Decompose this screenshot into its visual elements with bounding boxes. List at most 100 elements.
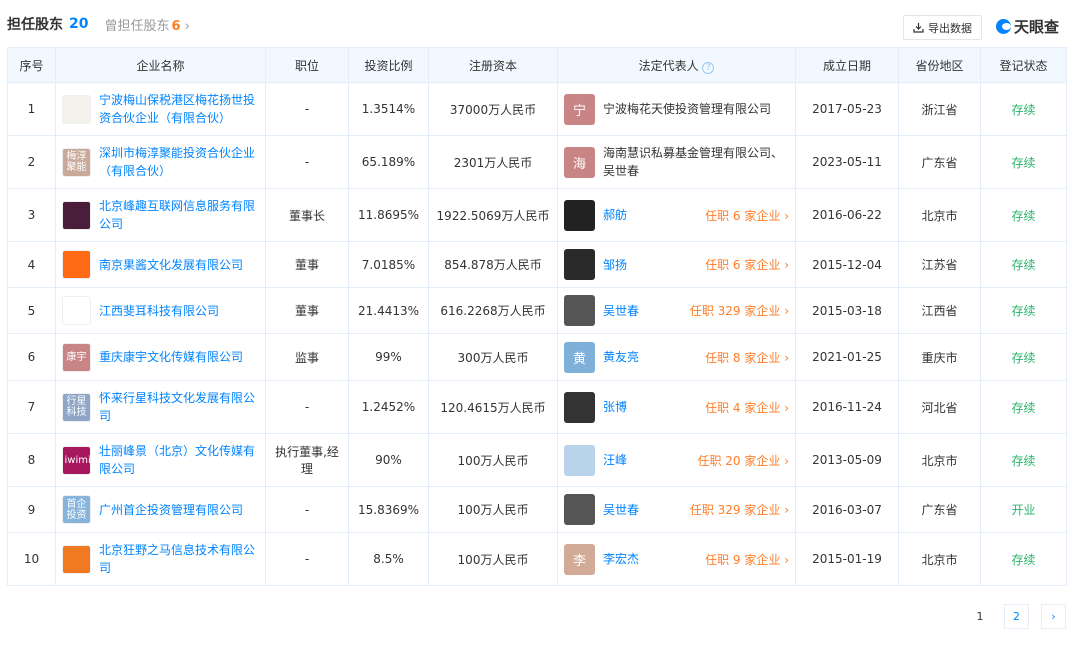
- region: 江苏省: [898, 241, 981, 288]
- legal-rep-name[interactable]: 汪峰: [603, 453, 628, 467]
- rep-avatar: [564, 494, 595, 525]
- table-row: 4 南京果酱文化发展有限公司 董事 7.0185% 854.878万人民币 邹扬…: [7, 241, 1067, 288]
- position: 董事长: [265, 188, 349, 242]
- status-badge: 存续: [980, 433, 1067, 487]
- column-label: 成立日期: [822, 58, 871, 73]
- registered-capital: 1922.5069万人民币: [428, 188, 558, 242]
- position: 董事: [265, 287, 349, 334]
- legal-rep-name[interactable]: 黄友亮: [603, 350, 640, 364]
- rep-jobs-link[interactable]: 任职 8 家企业 ›: [705, 349, 789, 366]
- rep-jobs-link[interactable]: 任职 20 家企业 ›: [697, 452, 789, 469]
- rep-avatar: [564, 295, 595, 326]
- region: 广东省: [898, 486, 981, 533]
- region: 北京市: [898, 433, 981, 487]
- chevron-right-icon: ›: [784, 350, 789, 365]
- export-label: 导出数据: [928, 21, 972, 35]
- rep-jobs-link[interactable]: 任职 6 家企业 ›: [705, 207, 789, 224]
- column-header: 登记状态: [980, 47, 1067, 83]
- company-name-link[interactable]: 北京峰趣互联网信息服务有限公司: [99, 199, 256, 231]
- registered-capital: 300万人民币: [428, 333, 558, 381]
- company-name-link[interactable]: 广州首企投资管理有限公司: [99, 502, 244, 517]
- established-date: 2017-05-23: [795, 82, 899, 136]
- column-header: 法定代表人 ?: [557, 47, 796, 83]
- region: 河北省: [898, 380, 981, 434]
- registered-capital: 854.878万人民币: [428, 241, 558, 288]
- legal-rep-name[interactable]: 邹扬: [603, 257, 628, 272]
- export-data-button[interactable]: 导出数据: [903, 15, 982, 40]
- company-name-link[interactable]: 怀来行星科技文化发展有限公司: [99, 391, 256, 423]
- rep-avatar: [564, 199, 595, 231]
- table-header: 序号 企业名称 职位 投资比例 注册资本 法定代表人 ? 成立日期 省份地区 登记状态: [7, 47, 1067, 83]
- column-header: 注册资本: [428, 47, 558, 83]
- company-name-link[interactable]: 江西斐耳科技有限公司: [99, 303, 220, 318]
- column-header: 序号: [7, 47, 56, 83]
- rep-jobs-link[interactable]: 任职 329 家企业 ›: [690, 302, 789, 319]
- page-1[interactable]: 1: [976, 610, 984, 623]
- table-row: 2 梅淳聚能 深圳市梅淳聚能投资合伙企业（有限合伙） - 65.189% 2301…: [7, 135, 1067, 189]
- column-header: 职位: [265, 47, 349, 83]
- column-label: 省份地区: [915, 58, 964, 73]
- table-row: 7 行星科技 怀来行星科技文化发展有限公司 - 1.2452% 120.4615万…: [7, 380, 1067, 434]
- former-shareholder-link[interactable]: 曾担任股东 6 ›: [104, 18, 190, 34]
- column-header: 企业名称: [55, 47, 266, 83]
- company-name-link[interactable]: 北京狂野之马信息技术有限公司: [99, 543, 256, 575]
- status-badge: 存续: [980, 532, 1067, 586]
- company-logo: 梅淳聚能: [62, 147, 91, 177]
- rep-jobs-link[interactable]: 任职 9 家企业 ›: [705, 551, 789, 568]
- rep-jobs-link[interactable]: 任职 4 家企业 ›: [705, 399, 789, 416]
- chevron-right-icon: ›: [784, 304, 789, 318]
- legal-rep-name[interactable]: 张博: [603, 400, 628, 414]
- status-badge: 开业: [980, 486, 1067, 533]
- legal-rep-name: 宁波梅花天使投资管理有限公司: [603, 102, 772, 116]
- status-badge: 存续: [980, 241, 1067, 288]
- rep-jobs-link[interactable]: 任职 6 家企业 ›: [705, 256, 789, 273]
- investment-ratio: 1.2452%: [348, 380, 429, 434]
- chevron-right-icon: ›: [784, 208, 789, 223]
- legal-rep-name[interactable]: 吴世春: [603, 502, 640, 517]
- position: 监事: [265, 333, 349, 381]
- rep-avatar: 海: [564, 146, 595, 178]
- row-index: 10: [7, 532, 56, 586]
- chevron-right-icon: ›: [784, 400, 789, 415]
- row-index: 5: [7, 287, 56, 334]
- company-logo: iwimi: [62, 445, 91, 475]
- next-page-button[interactable]: ›: [1041, 604, 1066, 629]
- established-date: 2021-01-25: [795, 333, 899, 381]
- company-logo-text: iwimi: [64, 454, 91, 466]
- registered-capital: 100万人民币: [428, 532, 558, 586]
- position: -: [265, 380, 349, 434]
- legal-rep-name[interactable]: 吴世春: [603, 303, 640, 318]
- established-date: 2016-06-22: [795, 188, 899, 242]
- position: -: [265, 486, 349, 533]
- rep-jobs-label: 任职 6 家企业: [705, 258, 781, 272]
- region: 北京市: [898, 532, 981, 586]
- column-label: 企业名称: [136, 58, 185, 73]
- rep-jobs-label: 任职 329 家企业: [689, 503, 781, 517]
- table-row: 5 江西斐耳科技有限公司 董事 21.4413% 616.2268万人民币 吴世…: [7, 287, 1067, 334]
- shareholder-count: 20: [69, 16, 89, 32]
- shareholding-table: 序号 企业名称 职位 投资比例 注册资本 法定代表人 ? 成立日期 省份地区 登记状态 1 宁波…: [7, 47, 1067, 586]
- company-logo: [62, 200, 91, 230]
- help-icon[interactable]: ?: [702, 61, 715, 74]
- rep-jobs-label: 任职 329 家企业: [689, 304, 781, 318]
- rep-jobs-link[interactable]: 任职 329 家企业 ›: [690, 501, 789, 518]
- status-badge: 存续: [980, 82, 1067, 136]
- rep-jobs-label: 任职 20 家企业: [697, 453, 781, 468]
- row-index: 8: [7, 433, 56, 487]
- company-name-link[interactable]: 南京果酱文化发展有限公司: [99, 257, 244, 272]
- rep-avatar: [564, 391, 595, 423]
- registered-capital: 100万人民币: [428, 486, 558, 533]
- company-name-link[interactable]: 宁波梅山保税港区梅花扬世投资合伙企业（有限合伙）: [99, 93, 256, 125]
- legal-rep-name: 海南慧识私募基金管理有限公司、吴世春: [603, 146, 784, 178]
- column-label: 注册资本: [468, 58, 517, 73]
- column-header: 成立日期: [795, 47, 899, 83]
- company-name-link[interactable]: 深圳市梅淳聚能投资合伙企业（有限合伙）: [99, 146, 256, 178]
- row-index: 6: [7, 333, 56, 381]
- company-name-link[interactable]: 壮丽峰景（北京）文化传媒有限公司: [99, 444, 256, 476]
- page-2[interactable]: 2: [1004, 604, 1029, 629]
- legal-rep-name[interactable]: 郝舫: [603, 208, 628, 222]
- established-date: 2015-12-04: [795, 241, 899, 288]
- legal-rep-name[interactable]: 李宏杰: [603, 552, 640, 566]
- column-label: 投资比例: [364, 58, 413, 73]
- company-name-link[interactable]: 重庆康宇文化传媒有限公司: [99, 350, 244, 364]
